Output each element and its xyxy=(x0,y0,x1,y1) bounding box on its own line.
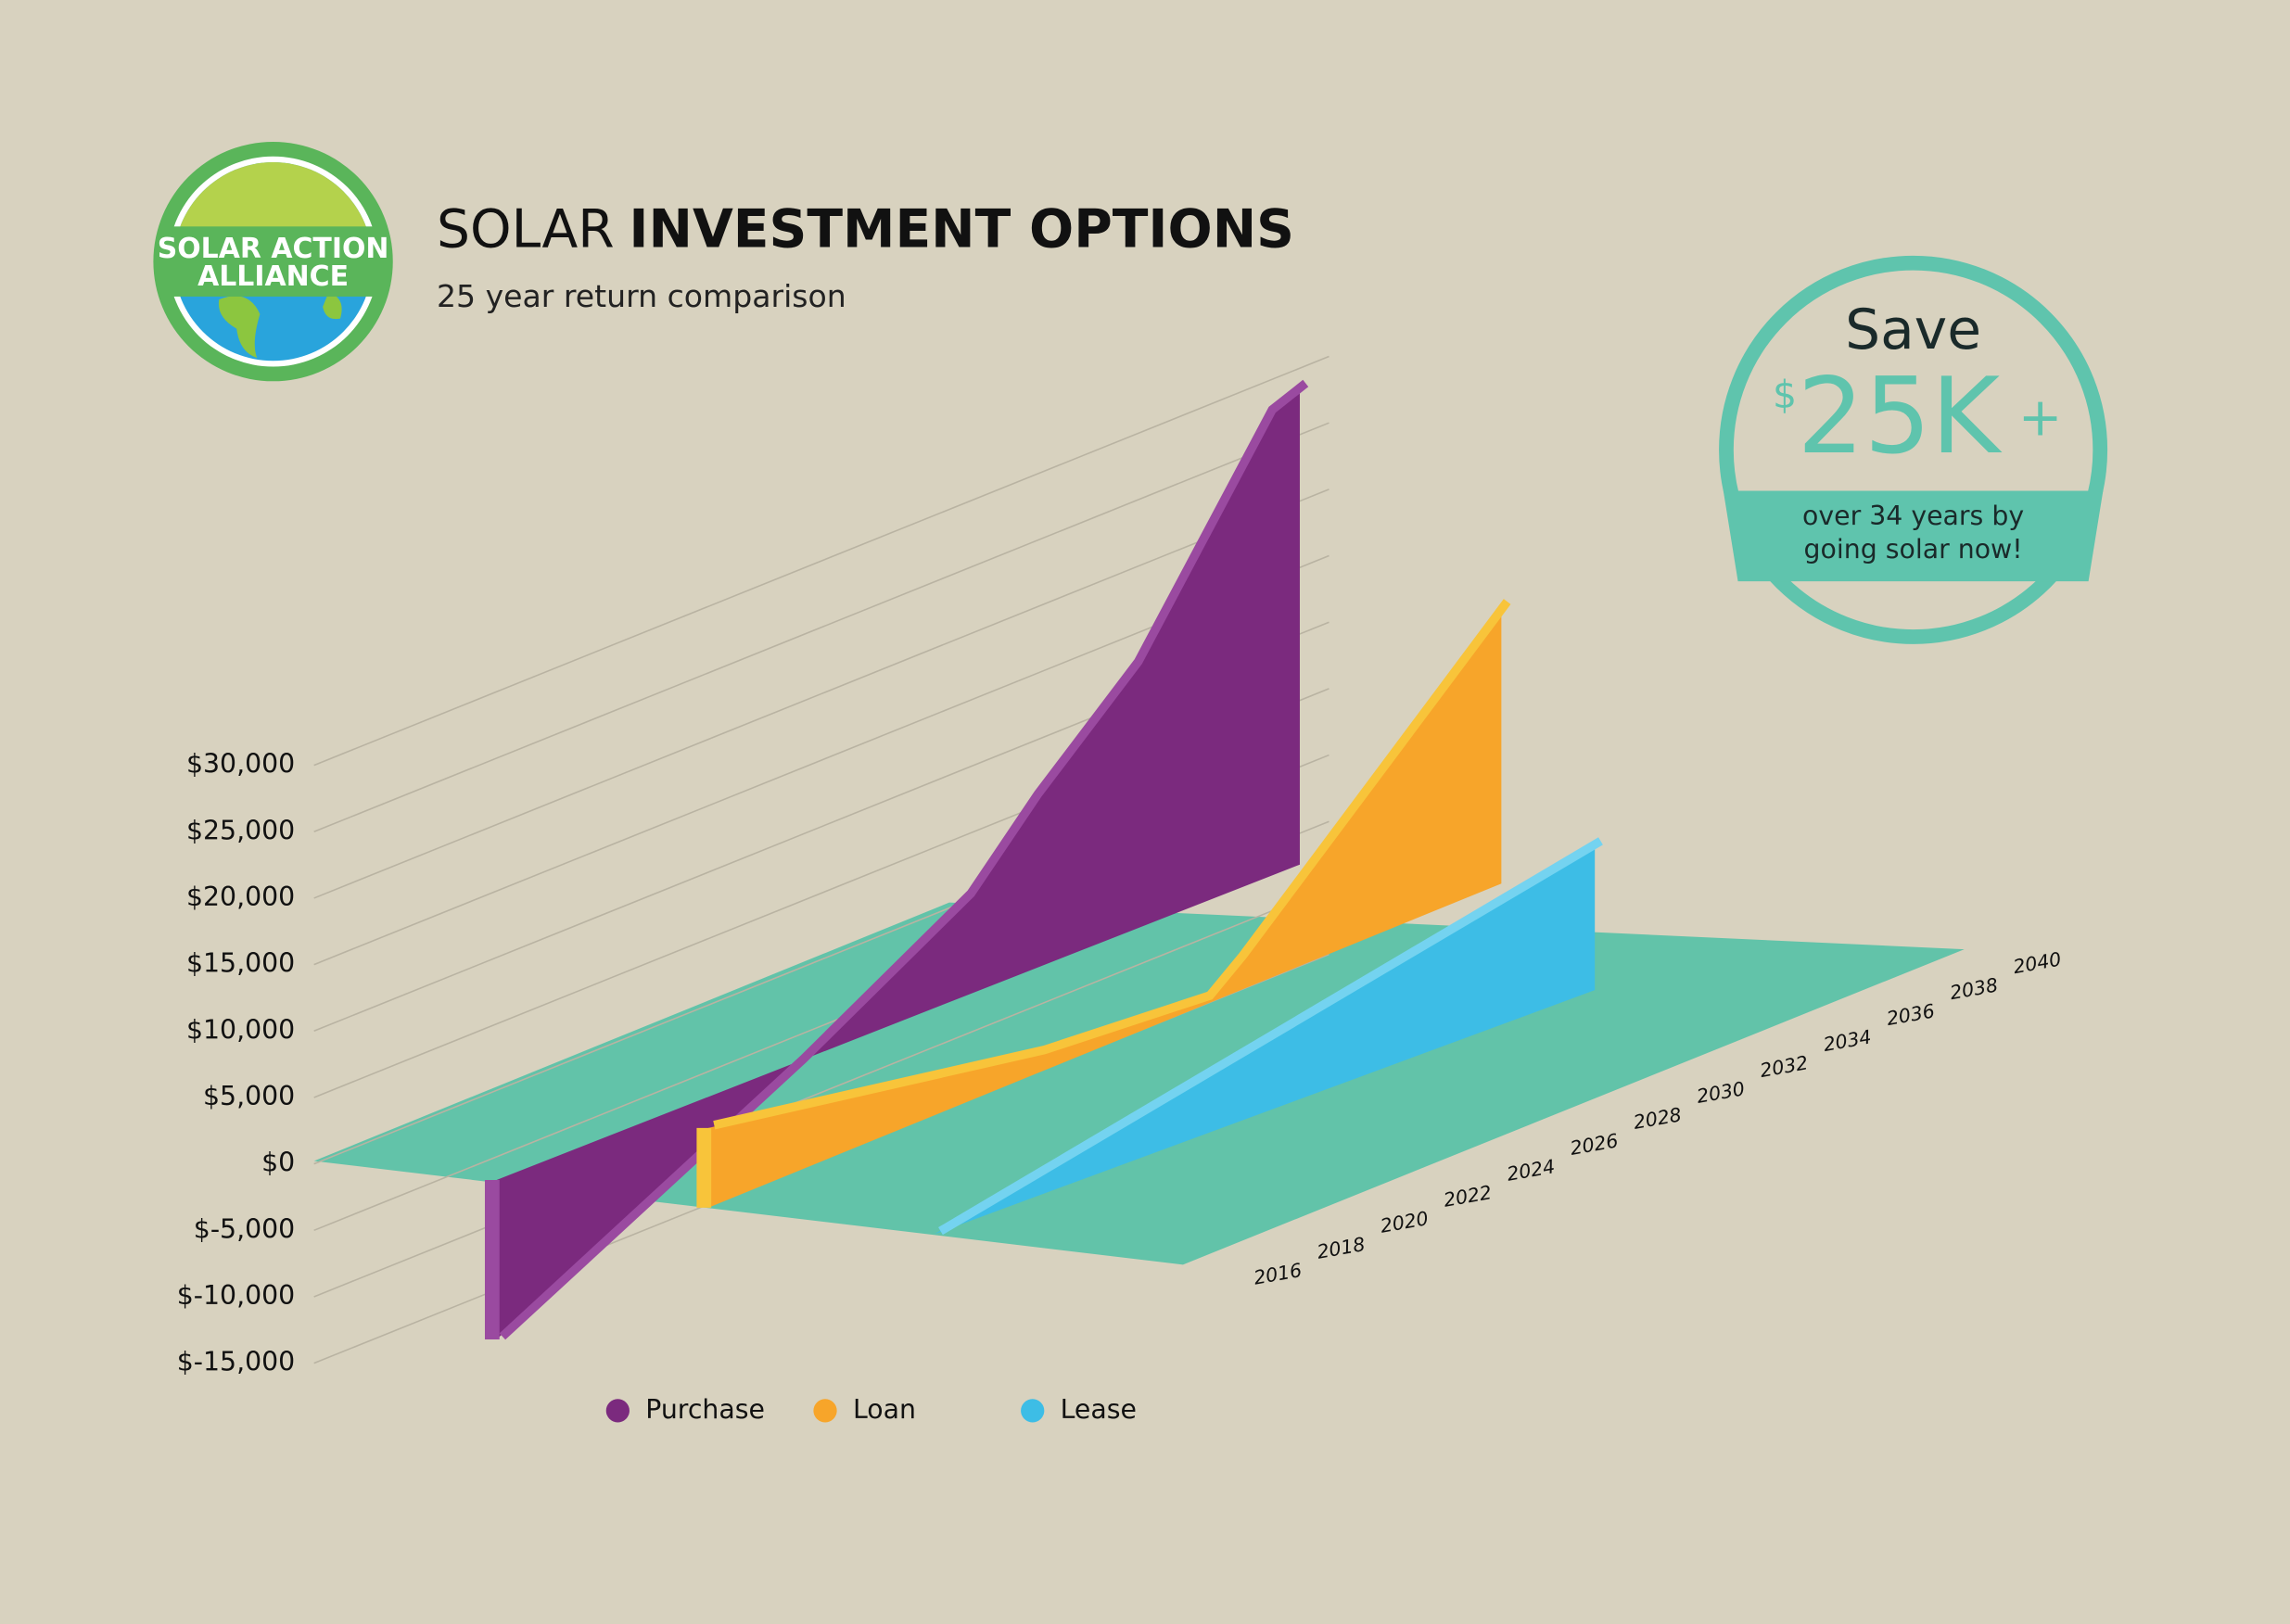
y-tick-label: $20,000 xyxy=(186,882,295,912)
y-tick-label: $25,000 xyxy=(186,815,295,845)
badge-text: over 34 years by xyxy=(1802,501,2024,531)
badge: Save $ 25K + over 34 years by going sola… xyxy=(1719,255,2108,644)
badge-currency: $ xyxy=(1773,373,1797,417)
badge-suffix: + xyxy=(2018,387,2063,448)
y-tick-label: $-10,000 xyxy=(177,1280,295,1311)
area-edge xyxy=(499,379,1309,1340)
legend-swatch xyxy=(605,1399,630,1423)
y-tick-label: $5,000 xyxy=(203,1081,295,1111)
grid-line xyxy=(313,422,1329,832)
grid-line xyxy=(313,887,1329,1298)
grid-line xyxy=(313,355,1329,767)
y-tick-label: $-15,000 xyxy=(177,1347,295,1377)
chart-subtitle: 25 year return comparison xyxy=(437,278,846,314)
area-edge xyxy=(938,837,1603,1236)
grid-line xyxy=(313,488,1329,899)
logo-banner xyxy=(159,226,388,297)
logo: SOLAR ACTION ALLIANCE xyxy=(153,141,393,382)
legend-swatch xyxy=(1021,1399,1045,1423)
title-light: SOLAR xyxy=(437,198,615,260)
legend-label: Purchase xyxy=(645,1394,765,1425)
area xyxy=(707,604,1502,1208)
logo-text: SOLAR ACTION xyxy=(158,233,389,265)
badge-ring xyxy=(1719,255,2108,644)
badge-amount: 25K xyxy=(1797,355,2002,477)
y-tick-label: $10,000 xyxy=(186,1014,295,1045)
badge-text: going solar now! xyxy=(1804,534,2023,565)
area-edge xyxy=(713,599,1511,1130)
legend-label: Loan xyxy=(853,1394,916,1425)
logo-land xyxy=(218,292,342,359)
area xyxy=(496,386,1300,1339)
legend-swatch xyxy=(813,1399,837,1423)
title-bold: INVESTMENT OPTIONS xyxy=(629,198,1294,260)
logo-text: ALLIANCE xyxy=(197,260,349,293)
badge-heading: Save xyxy=(1845,298,1981,362)
legend-label: Lease xyxy=(1061,1394,1137,1425)
badge-band xyxy=(1723,490,2104,582)
y-tick-label: $0 xyxy=(261,1148,295,1178)
y-tick-label: $15,000 xyxy=(186,948,295,979)
chart-title: SOLAR INVESTMENT OPTIONS xyxy=(437,198,1294,260)
y-tick-label: $30,000 xyxy=(186,749,295,780)
y-tick-label: $-5,000 xyxy=(194,1213,295,1244)
plot-area: $30,000 $25,000 $20,000 $15,000 $10,000 $5,00… xyxy=(177,355,2063,1425)
